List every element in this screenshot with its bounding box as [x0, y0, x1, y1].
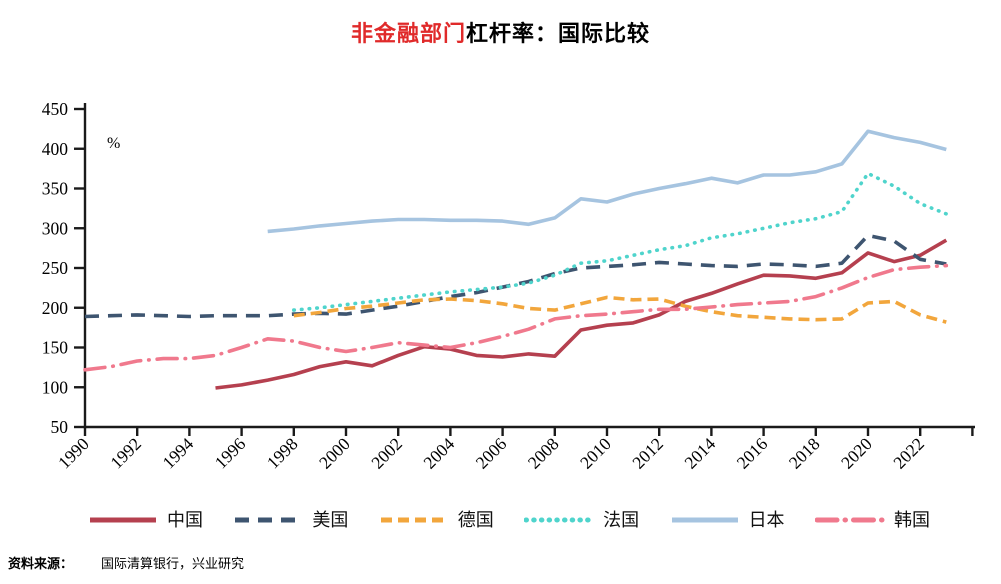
series-line-japan	[267, 129, 947, 234]
legend-item-korea: 韩国	[814, 510, 930, 530]
chart-title: 非金融部门杠杆率：国际比较	[0, 16, 1001, 48]
legend-label-japan: 日本	[748, 510, 785, 530]
x-tick-label: 2010	[576, 434, 615, 473]
x-tick-label: 2022	[889, 434, 928, 473]
legend-swatch-france	[524, 517, 595, 523]
legend-item-japan: 日本	[670, 511, 785, 529]
y-tick-label: 300	[42, 218, 69, 238]
legend-swatch-us	[235, 517, 302, 523]
source-label: 资料来源：	[8, 556, 74, 571]
legend-label-korea: 韩国	[893, 510, 930, 530]
legend-swatch-germany	[380, 517, 447, 523]
x-tick-label: 2000	[315, 434, 354, 473]
y-tick-label: 50	[51, 417, 69, 437]
x-tick-label: 2012	[628, 434, 667, 473]
legend-label-us: 美国	[312, 510, 349, 530]
y-tick-label: 200	[42, 298, 69, 318]
legend-label-china: 中国	[167, 510, 203, 530]
series-line-germany	[293, 295, 947, 324]
legend-item-us: 美国	[233, 511, 348, 529]
x-tick-label: 1992	[106, 434, 145, 473]
x-tick-label: 1990	[54, 434, 93, 473]
legend-swatch-japan	[671, 517, 738, 523]
x-tick-label: 2008	[524, 434, 563, 473]
source-note: 资料来源： 国际清算银行，兴业研究	[8, 553, 244, 572]
chart-legend: 中国 美国 德国 法国 日本 韩国	[88, 504, 930, 536]
legend-swatch-korea	[814, 517, 885, 523]
legend-item-germany: 德国	[379, 511, 494, 529]
y-tick-label: 400	[42, 139, 69, 159]
source-text: 国际清算银行，兴业研究	[101, 556, 245, 571]
x-tick-label: 1998	[263, 434, 302, 473]
y-tick-label: 450	[42, 99, 69, 119]
x-tick-label: 1994	[158, 434, 197, 473]
y-tick-label: 100	[42, 377, 69, 397]
x-tick-label: 2006	[472, 434, 511, 473]
x-tick-label: 2018	[785, 434, 824, 473]
series-line-france	[291, 171, 949, 312]
y-tick-label: 150	[42, 338, 69, 358]
y-tick-label: 250	[42, 258, 69, 278]
x-tick-label: 2002	[367, 434, 406, 473]
x-tick-label: 2016	[733, 434, 772, 473]
x-tick-label: 1996	[211, 434, 250, 473]
legend-item-france: 法国	[524, 511, 639, 529]
y-axis-unit-label: %	[107, 135, 120, 152]
series-line-china	[215, 238, 948, 390]
legend-label-france: 法国	[603, 510, 640, 530]
x-tick-label: 2020	[837, 434, 876, 473]
series-line-korea	[83, 263, 949, 372]
series-line-us	[84, 233, 947, 319]
x-tick-label: 2014	[680, 434, 719, 473]
legend-label-germany: 德国	[457, 510, 494, 530]
legend-swatch-china	[90, 517, 156, 523]
y-tick-label: 350	[42, 179, 69, 199]
legend-item-china: 中国	[88, 511, 203, 529]
chart-title-highlight: 非金融部门	[350, 21, 466, 46]
chart-title-rest: 杠杆率：国际比较	[466, 21, 651, 46]
x-tick-label: 2004	[419, 434, 458, 473]
